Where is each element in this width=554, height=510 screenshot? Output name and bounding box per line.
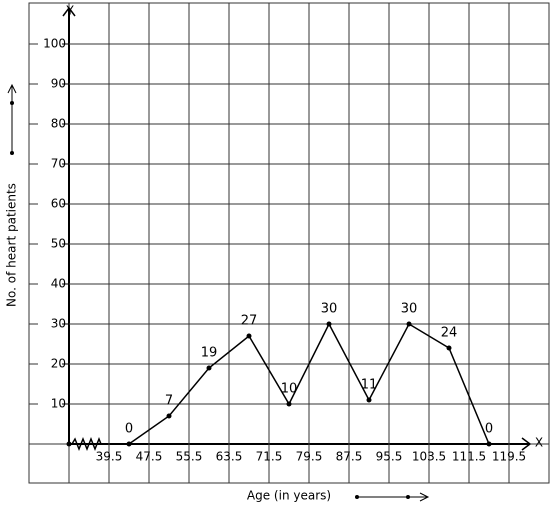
x-tick-label: 87.5	[336, 450, 363, 464]
x-tick-label: 95.5	[376, 450, 403, 464]
origin-dot	[66, 441, 72, 447]
data-label: 19	[201, 346, 218, 361]
data-label: 0	[125, 422, 133, 437]
y-axis-name: Y	[65, 4, 74, 18]
y-tick-label: 10	[51, 397, 66, 411]
y-tick-bg	[38, 37, 62, 51]
label-arrow-dot	[10, 151, 14, 155]
x-tick-label: 71.5	[256, 450, 283, 464]
plot-frame	[28, 2, 550, 484]
y-tick-bg	[38, 237, 62, 251]
y-tick-label: 50	[51, 237, 66, 251]
y-tick-label: 80	[51, 117, 66, 131]
data-point	[446, 345, 452, 351]
y-tick-label: 70	[51, 157, 66, 171]
y-tick-label: 40	[51, 277, 66, 291]
label-arrow-head	[7, 83, 17, 94]
data-label: 30	[321, 302, 338, 317]
data-label: 24	[441, 326, 458, 341]
x-tick-label: 79.5	[296, 450, 323, 464]
y-tick-label: 20	[51, 357, 66, 371]
data-point	[366, 397, 372, 403]
y-tick-label: 60	[51, 197, 66, 211]
y-tick-bg	[38, 77, 62, 91]
data-point	[326, 321, 332, 327]
y-tick-bg	[38, 277, 62, 291]
data-label: 0	[485, 422, 493, 437]
x-axis-label: Age (in years)	[247, 489, 331, 503]
data-point	[246, 333, 252, 339]
data-label: 11	[361, 378, 378, 393]
y-tick-bg	[38, 357, 62, 371]
y-tick-bg	[38, 157, 62, 171]
y-tick-label: 30	[51, 317, 66, 331]
x-tick-label: 55.5	[176, 450, 203, 464]
data-point	[486, 441, 492, 447]
y-tick-bg	[38, 117, 62, 131]
y-axis-label: No. of heart patients	[5, 183, 19, 307]
label-arrow-dot	[406, 495, 410, 499]
y-tick-bg	[38, 397, 62, 411]
data-label: 30	[401, 302, 418, 317]
data-point	[126, 441, 132, 447]
x-tick-label: 111.5	[452, 450, 486, 464]
y-tick-bg	[38, 197, 62, 211]
axis-break	[71, 436, 102, 452]
label-arrow-dot	[10, 101, 14, 105]
y-tick-bg	[38, 317, 62, 331]
x-tick-label: 103.5	[412, 450, 446, 464]
data-point	[286, 401, 292, 407]
x-axis-arrow	[521, 437, 532, 451]
data-label: 10	[281, 382, 298, 397]
data-line	[128, 322, 490, 445]
data-label: 7	[165, 394, 173, 409]
data-point	[166, 413, 172, 419]
y-axis-arrow	[62, 6, 76, 17]
data-point	[406, 321, 412, 327]
x-tick-label: 63.5	[216, 450, 243, 464]
y-tick-label: 100	[43, 37, 66, 51]
data-point	[206, 365, 212, 371]
x-tick-label: 119.5	[492, 450, 526, 464]
x-tick-label: 47.5	[136, 450, 163, 464]
x-axis-name: X	[535, 436, 543, 450]
label-arrow-dot	[355, 495, 359, 499]
label-arrow-head	[419, 492, 430, 502]
y-tick-label: 90	[51, 77, 66, 91]
data-label: 27	[241, 314, 258, 329]
x-tick-label: 39.5	[96, 450, 123, 464]
